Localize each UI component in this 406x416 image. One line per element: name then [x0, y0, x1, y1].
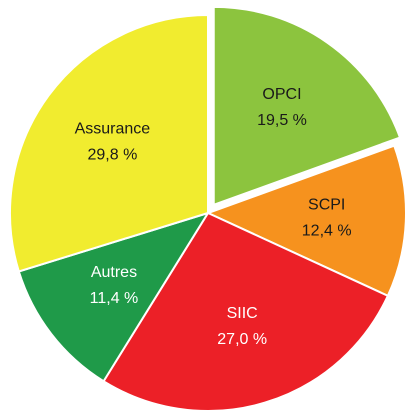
pie-slice [9, 13, 209, 273]
slice-label: Assurance [75, 121, 151, 138]
slice-label: SIIC [227, 305, 258, 322]
slice-label: SCPI [308, 196, 345, 213]
slice-value-label: 12,4 % [302, 222, 352, 239]
slice-label: OPCI [262, 86, 301, 103]
slice-label: Autres [91, 264, 137, 281]
slice-value-label: 29,8 % [87, 147, 137, 164]
pie-slice [17, 211, 211, 383]
pie-slice [212, 5, 402, 207]
slice-value-label: 11,4 % [90, 290, 139, 307]
slice-value-label: 19,5 % [257, 112, 307, 129]
slice-value-label: 27,0 % [217, 331, 267, 348]
pie-slice [102, 211, 390, 412]
